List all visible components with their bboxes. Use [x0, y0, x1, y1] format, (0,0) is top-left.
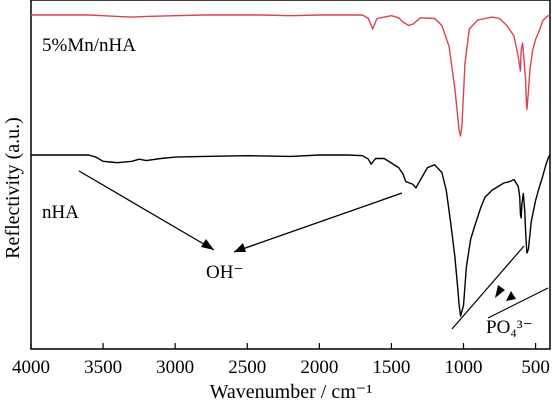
po4-slash-right [487, 287, 549, 319]
oh-annotation: OH⁻ [78, 170, 403, 283]
oh-arrow-left [78, 170, 215, 251]
x-tick-label: 2500 [228, 357, 266, 378]
x-tick-label: 3500 [84, 357, 122, 378]
x-tick-label: 1000 [445, 357, 483, 378]
legend-label-mn-nha: 5%Mn/nHA [42, 35, 136, 56]
x-tick-label: 2000 [300, 357, 338, 378]
po4-slash-left [451, 245, 525, 330]
x-tick-label: 3000 [156, 357, 194, 378]
series-lines [31, 14, 551, 317]
x-axis-ticks [30, 343, 537, 349]
x-axis-label: Wavenumber / cm⁻¹ [210, 381, 373, 403]
series-line-nha [31, 154, 551, 317]
x-axis-tick-labels: 4000 3500 3000 2500 2000 1500 1000 500 [12, 357, 550, 378]
oh-arrow-right-head [234, 243, 246, 252]
po4-annotation: PO₄³⁻ [451, 245, 549, 338]
po4-arrow-head-1 [495, 285, 505, 298]
po4-arrow-head-2 [506, 291, 516, 301]
oh-arrow-right [233, 192, 403, 253]
x-tick-label: 1500 [372, 357, 410, 378]
x-tick-label: 4000 [12, 357, 50, 378]
oh-label: OH⁻ [206, 262, 243, 283]
legend-label-nha: nHA [42, 202, 79, 223]
plot-frame [30, 0, 551, 350]
po4-label: PO₄³⁻ [486, 317, 533, 338]
oh-arrow-left-head [201, 239, 214, 250]
series-line-mn-nha [31, 14, 551, 137]
y-axis-label: Reflectivity (a.u.) [2, 117, 24, 259]
x-tick-label: 500 [521, 357, 550, 378]
